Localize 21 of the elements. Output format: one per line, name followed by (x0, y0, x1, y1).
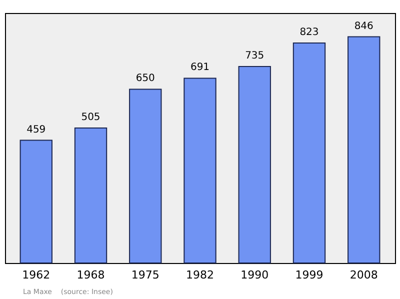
x-tick-label: 1999 (295, 268, 324, 282)
bar (238, 66, 271, 264)
data-label: 459 (26, 124, 46, 136)
data-label: 691 (190, 62, 210, 74)
bar (129, 88, 162, 264)
x-tick-label: 1968 (76, 268, 105, 282)
data-label: 650 (136, 73, 155, 84)
bar (20, 140, 52, 264)
bar (348, 36, 380, 264)
data-label: 846 (354, 20, 374, 32)
x-tick-label: 1990 (240, 268, 269, 282)
data-label: 505 (81, 112, 100, 123)
x-tick-label: 1962 (22, 268, 50, 282)
x-tick-label: 2008 (350, 268, 378, 282)
x-tick-label: 1975 (131, 268, 160, 282)
data-label: 823 (300, 26, 319, 38)
bar (292, 42, 326, 264)
x-tick-label: 1982 (186, 268, 214, 282)
bar (74, 127, 108, 264)
data-label: 735 (245, 50, 264, 62)
bar (184, 78, 216, 264)
